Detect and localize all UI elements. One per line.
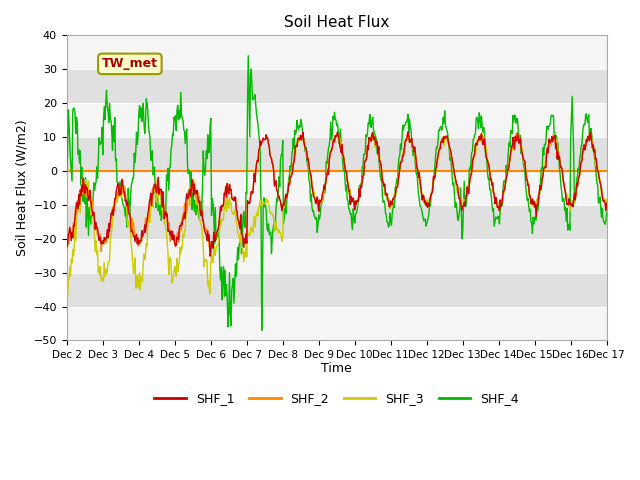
Line: SHF_2: SHF_2 bbox=[67, 133, 607, 252]
SHF_4 bbox=[244, 53, 252, 59]
Bar bbox=[67, 137, 607, 171]
Title: Soil Heat Flux: Soil Heat Flux bbox=[284, 15, 389, 30]
SHF_2 bbox=[404, 130, 412, 136]
SHF_1 bbox=[436, 146, 444, 152]
SHF_1 bbox=[63, 245, 70, 251]
Y-axis label: Soil Heat Flux (W/m2): Soil Heat Flux (W/m2) bbox=[15, 120, 28, 256]
SHF_4 bbox=[603, 210, 611, 216]
SHF_1 bbox=[404, 129, 412, 135]
SHF_3 bbox=[182, 210, 190, 216]
SHF_4 bbox=[181, 141, 189, 146]
Text: TW_met: TW_met bbox=[102, 58, 158, 71]
SHF_1 bbox=[206, 253, 214, 259]
SHF_1 bbox=[381, 192, 389, 198]
X-axis label: Time: Time bbox=[321, 361, 352, 374]
SHF_1 bbox=[181, 216, 189, 221]
SHF_1 bbox=[555, 157, 563, 163]
SHF_4 bbox=[555, 154, 563, 160]
Bar bbox=[67, 239, 607, 273]
SHF_3 bbox=[555, 150, 563, 156]
SHF_4 bbox=[382, 212, 390, 217]
SHF_3 bbox=[381, 192, 389, 198]
SHF_4 bbox=[63, 168, 70, 174]
SHF_2 bbox=[205, 244, 213, 250]
SHF_2 bbox=[603, 201, 611, 206]
Bar bbox=[67, 307, 607, 340]
SHF_3 bbox=[514, 129, 522, 135]
Bar bbox=[67, 171, 607, 205]
Line: SHF_1: SHF_1 bbox=[67, 132, 607, 256]
SHF_3 bbox=[435, 151, 442, 156]
Bar bbox=[67, 205, 607, 239]
Bar bbox=[67, 69, 607, 103]
SHF_4 bbox=[258, 327, 266, 333]
SHF_2 bbox=[329, 139, 337, 145]
Bar bbox=[67, 36, 607, 69]
Legend: SHF_1, SHF_2, SHF_3, SHF_4: SHF_1, SHF_2, SHF_3, SHF_4 bbox=[150, 387, 524, 410]
SHF_1 bbox=[205, 238, 212, 243]
SHF_2 bbox=[97, 249, 105, 254]
SHF_4 bbox=[205, 149, 212, 155]
SHF_4 bbox=[330, 117, 337, 122]
SHF_2 bbox=[63, 235, 70, 241]
Line: SHF_4: SHF_4 bbox=[67, 56, 607, 330]
SHF_2 bbox=[381, 192, 389, 197]
SHF_3 bbox=[63, 275, 70, 280]
SHF_3 bbox=[205, 286, 213, 291]
SHF_2 bbox=[436, 146, 444, 152]
SHF_1 bbox=[329, 139, 337, 145]
SHF_3 bbox=[64, 293, 72, 299]
SHF_3 bbox=[603, 199, 611, 205]
SHF_2 bbox=[555, 156, 563, 162]
SHF_3 bbox=[329, 141, 337, 147]
Bar bbox=[67, 103, 607, 137]
SHF_2 bbox=[182, 210, 190, 216]
SHF_4 bbox=[436, 128, 444, 133]
SHF_1 bbox=[603, 201, 611, 206]
Line: SHF_3: SHF_3 bbox=[67, 132, 607, 296]
Bar bbox=[67, 273, 607, 307]
